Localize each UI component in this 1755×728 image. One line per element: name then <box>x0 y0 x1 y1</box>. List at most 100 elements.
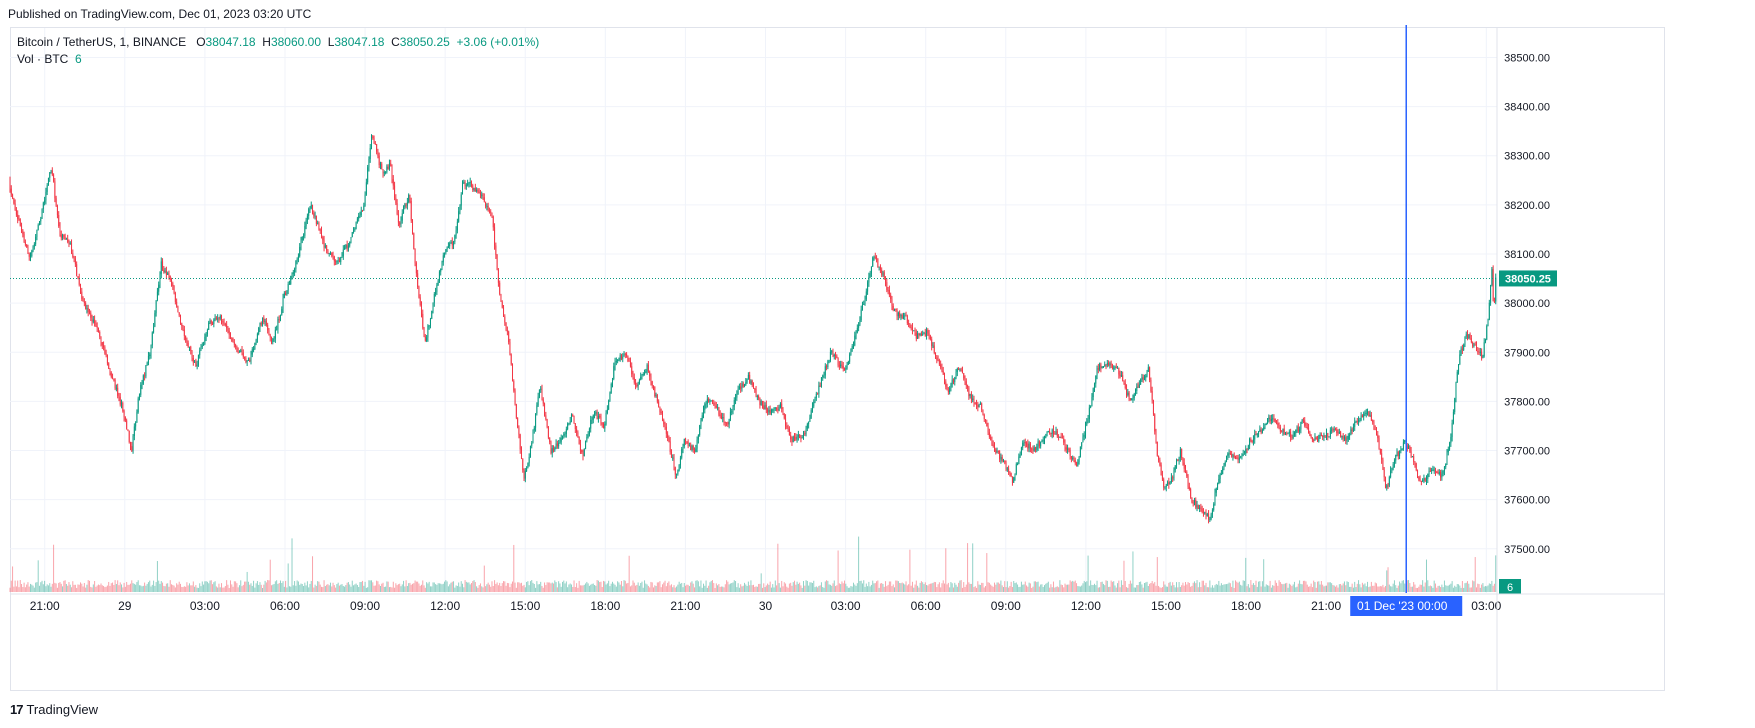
volume-bar <box>504 581 506 592</box>
volume-bar <box>1241 585 1243 592</box>
volume-bar <box>1104 585 1106 592</box>
volume-bar <box>256 581 258 592</box>
volume-bar <box>1179 586 1181 592</box>
candle-body <box>1483 342 1485 357</box>
candle-body <box>1265 423 1267 426</box>
volume-bar <box>1096 580 1098 592</box>
volume-bar <box>303 585 305 592</box>
candle-body <box>312 204 314 213</box>
volume-bar <box>914 584 916 592</box>
volume-bar <box>969 583 971 592</box>
volume-label[interactable]: Vol · BTC <box>17 52 69 66</box>
volume-bar <box>783 582 785 592</box>
volume-bar <box>1346 581 1348 592</box>
candle-body <box>808 421 810 425</box>
candle-body <box>1082 436 1084 443</box>
volume-bar <box>1193 581 1195 592</box>
candle-body <box>1431 469 1433 471</box>
volume-bar <box>177 584 179 592</box>
candle-body <box>1368 411 1370 417</box>
volume-bar <box>945 548 947 592</box>
candle-body <box>1140 379 1142 385</box>
volume-bar <box>1388 584 1390 592</box>
volume-bar <box>855 585 857 592</box>
volume-bar <box>676 586 678 592</box>
candle-body <box>322 237 324 241</box>
candle-body <box>645 370 647 373</box>
candle-body <box>649 371 651 377</box>
candle-body <box>1058 436 1060 438</box>
candle-body <box>1154 414 1156 432</box>
candle-body <box>17 214 19 220</box>
candle-body <box>977 405 979 408</box>
candle-body <box>1291 437 1293 439</box>
volume-bars <box>9 536 1497 592</box>
candle-body <box>731 411 733 413</box>
candle-body <box>1182 457 1184 463</box>
candle-body <box>194 361 196 363</box>
volume-bar <box>509 587 511 592</box>
candle-body <box>376 144 378 152</box>
volume-bar <box>121 584 123 592</box>
candle-body <box>203 343 205 346</box>
volume-bar <box>1020 581 1022 592</box>
volume-bar <box>1167 586 1169 592</box>
candle-body <box>264 321 266 323</box>
volume-bar <box>337 582 339 592</box>
candle-body <box>1068 448 1070 451</box>
volume-bar <box>269 559 271 592</box>
volume-bar <box>1161 587 1163 592</box>
candle-body <box>746 378 748 383</box>
candle-body <box>454 235 456 242</box>
candle-body <box>1332 429 1334 431</box>
volume-bar <box>1329 582 1331 592</box>
volume-bar <box>1291 586 1293 592</box>
candle-body <box>301 236 303 241</box>
volume-bar <box>590 584 592 592</box>
candle-body <box>1333 429 1335 431</box>
volume-bar <box>199 583 201 592</box>
volume-bar <box>1468 583 1470 592</box>
candle-body <box>77 276 79 278</box>
volume-bar <box>179 583 181 592</box>
candle-body <box>697 434 699 440</box>
volume-bar <box>738 587 740 592</box>
candle-body <box>864 299 866 304</box>
candle-body <box>818 385 820 394</box>
volume-bar <box>541 585 543 592</box>
volume-bar <box>1015 582 1017 592</box>
volume-bar <box>218 583 220 592</box>
volume-bar <box>563 580 565 592</box>
tradingview-brand[interactable]: 17 TradingView <box>10 702 98 717</box>
volume-bar <box>1050 584 1052 592</box>
volume-bar <box>1129 580 1131 592</box>
volume-bar <box>1252 583 1254 592</box>
candle-body <box>1063 438 1065 443</box>
chart-grid <box>10 28 1497 593</box>
candle-body <box>1364 413 1366 415</box>
volume-bar <box>627 582 629 592</box>
candle-body <box>1111 364 1113 369</box>
symbol-label[interactable]: Bitcoin / TetherUS, 1, BINANCE <box>17 35 187 49</box>
low-label: L <box>327 35 335 49</box>
volume-bar <box>1150 582 1152 592</box>
candle-body <box>1178 457 1180 461</box>
volume-bar <box>815 586 817 592</box>
volume-bar <box>651 582 653 592</box>
volume-bar <box>1482 583 1484 592</box>
candle-body <box>1036 446 1038 450</box>
volume-bar <box>381 583 383 592</box>
candle-body <box>1181 449 1183 458</box>
volume-bar <box>549 582 551 592</box>
volume-bar <box>155 582 157 592</box>
volume-bar <box>981 582 983 592</box>
y-tick-label: 38100.00 <box>1504 249 1550 261</box>
volume-bar <box>1488 583 1490 592</box>
volume-bar <box>791 585 793 592</box>
candle-body <box>1024 441 1026 444</box>
candle-body <box>1369 414 1371 417</box>
candle-body <box>846 364 848 368</box>
candle-body <box>935 352 937 358</box>
candle-body <box>1019 454 1021 457</box>
